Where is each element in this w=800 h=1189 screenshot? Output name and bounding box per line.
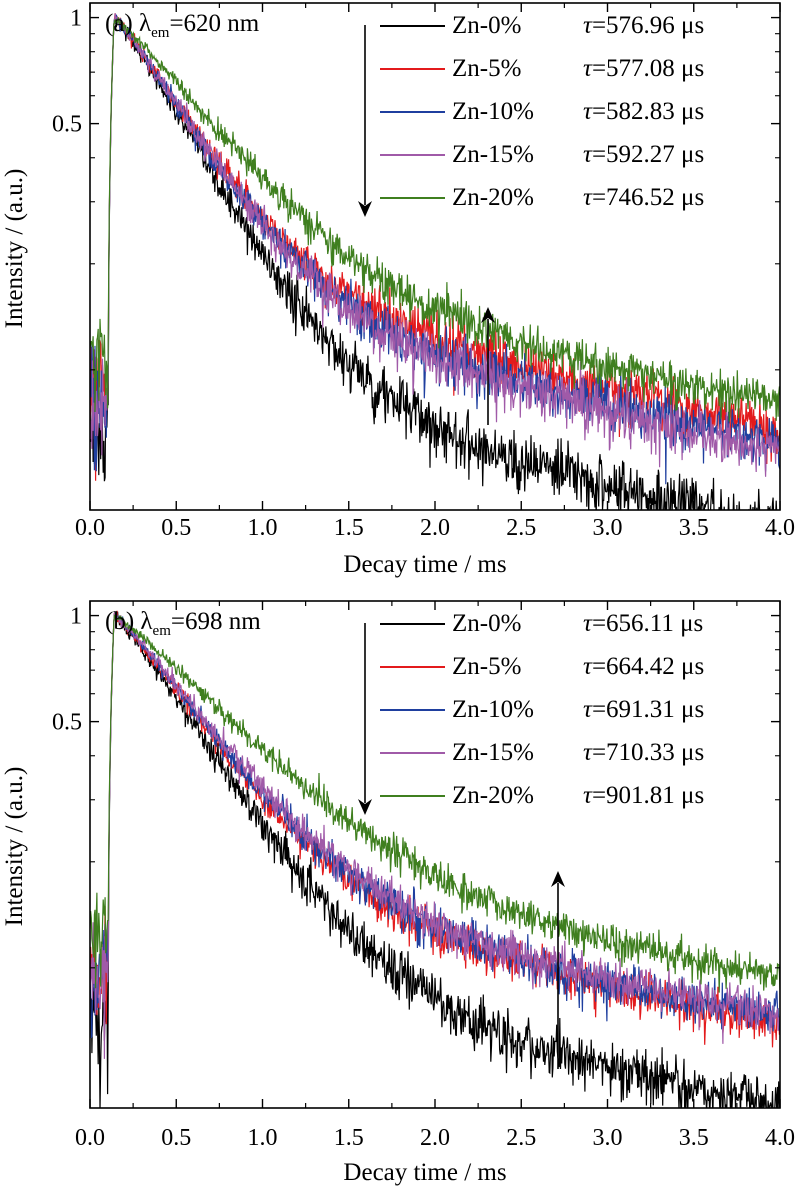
x-tick-label: 1.0: [248, 515, 278, 541]
tau-symbol: τ: [583, 98, 593, 125]
tau-symbol: τ: [583, 12, 593, 39]
legend-label: Zn-0%: [452, 12, 521, 39]
x-tick-label: 4.0: [765, 1125, 795, 1151]
legend-label: Zn-20%: [452, 184, 534, 211]
x-tick-label: 0.5: [161, 515, 191, 541]
x-tick-label: 1.5: [334, 515, 364, 541]
panel-label: (a) λem=620 nm: [105, 10, 260, 41]
plot-area: [90, 610, 780, 1108]
legend-tau: τ=746.52 μs: [583, 184, 704, 211]
x-axis-title: Decay time / ms: [343, 1159, 506, 1186]
x-tick-label: 2.0: [420, 515, 450, 541]
up-arrow-head: [551, 871, 565, 887]
x-tick-label: 0.0: [75, 515, 105, 541]
tau-value: =656.11 μs: [592, 610, 703, 637]
y-tick-label: 1: [70, 6, 82, 32]
x-tick-label: 0.0: [75, 1125, 105, 1151]
tau-symbol: τ: [583, 696, 593, 723]
series-line-zn-15pct: [90, 13, 780, 477]
plot-area: [90, 13, 780, 510]
x-tick-label: 1.0: [248, 1125, 278, 1151]
tau-value: =746.52 μs: [592, 184, 704, 211]
tau-symbol: τ: [583, 184, 593, 211]
series-line-zn-20pct: [90, 614, 780, 993]
x-tick-label: 2.5: [506, 1125, 536, 1151]
y-axis-title: Intensity / (a.u.): [1, 767, 28, 927]
down-arrow-head: [358, 201, 372, 217]
legend-tau: τ=577.08 μs: [583, 55, 704, 82]
x-tick-label: 2.5: [506, 515, 536, 541]
panel-letter: (a): [105, 10, 133, 37]
legend-label: Zn-20%: [452, 782, 534, 809]
legend-label: Zn-10%: [452, 98, 534, 125]
x-tick-label: 3.5: [679, 515, 709, 541]
tau-symbol: τ: [583, 782, 593, 809]
tau-value: =901.81 μs: [592, 782, 704, 809]
panel-symbol: λ: [140, 608, 152, 635]
legend-label: Zn-10%: [452, 696, 534, 723]
chart-panel-b: 0.0 0.5 1.0 1.5 2.0 2.5 3.0 3.5 4.0 0.5 1 Decay tim…: [1, 600, 795, 1186]
series-line-zn-15pct: [90, 611, 780, 1059]
tau-symbol: τ: [583, 739, 593, 766]
legend-label: Zn-15%: [452, 739, 534, 766]
tau-value: =592.27 μs: [592, 141, 704, 168]
x-tick-label: 3.5: [679, 1125, 709, 1151]
x-axis-title: Decay time / ms: [343, 551, 506, 578]
legend-tau: τ=656.11 μs: [583, 610, 703, 637]
legend-tau: τ=592.27 μs: [583, 141, 704, 168]
series-line-zn-20pct: [90, 17, 780, 422]
panel-letter: (b): [105, 608, 134, 635]
tau-value: =576.96 μs: [592, 12, 704, 39]
tau-value: =582.83 μs: [592, 98, 704, 125]
legend-tau: τ=582.83 μs: [583, 98, 704, 125]
tau-symbol: τ: [583, 55, 593, 82]
legend-tau: τ=664.42 μs: [583, 653, 704, 680]
x-tick-label: 3.0: [593, 1125, 623, 1151]
panel-value: =620 nm: [169, 10, 259, 37]
tau-value: =710.33 μs: [592, 739, 704, 766]
x-tick-label: 2.0: [420, 1125, 450, 1151]
legend-label: Zn-5%: [452, 55, 521, 82]
panel-subscript: em: [153, 623, 172, 639]
y-axis-title: Intensity / (a.u.): [1, 169, 28, 329]
down-arrow-head: [358, 799, 372, 815]
y-tick-label: 0.5: [52, 112, 82, 138]
legend-tau: τ=901.81 μs: [583, 782, 704, 809]
panel-subscript: em: [151, 25, 170, 41]
tau-value: =577.08 μs: [592, 55, 704, 82]
x-tick-label: 3.0: [593, 515, 623, 541]
y-tick-label: 1: [70, 604, 82, 630]
panel-symbol: λ: [139, 10, 151, 37]
x-tick-label: 0.5: [161, 1125, 191, 1151]
legend-tau: τ=710.33 μs: [583, 739, 704, 766]
tau-symbol: τ: [583, 653, 593, 680]
tau-value: =664.42 μs: [592, 653, 704, 680]
legend-tau: τ=576.96 μs: [583, 12, 704, 39]
panel-value: =698 nm: [171, 608, 261, 635]
chart-panel-a: 0.0 0.5 1.0 1.5 2.0 2.5 3.0 3.5 4.0 0.5 1 Decay tim…: [1, 2, 795, 578]
legend-tau: τ=691.31 μs: [583, 696, 704, 723]
series-line-zn-5pct: [90, 610, 780, 1048]
x-tick-label: 1.5: [334, 1125, 364, 1151]
x-tick-label: 4.0: [765, 515, 795, 541]
tau-value: =691.31 μs: [592, 696, 704, 723]
tau-symbol: τ: [583, 141, 593, 168]
y-tick-label: 0.5: [52, 710, 82, 736]
tau-symbol: τ: [583, 610, 593, 637]
series-line-zn-10pct: [90, 14, 780, 485]
legend-label: Zn-5%: [452, 653, 521, 680]
legend-label: Zn-15%: [452, 141, 534, 168]
panel-label: (b) λem=698 nm: [105, 608, 261, 639]
legend-label: Zn-0%: [452, 610, 521, 637]
up-arrow-head: [481, 307, 495, 323]
